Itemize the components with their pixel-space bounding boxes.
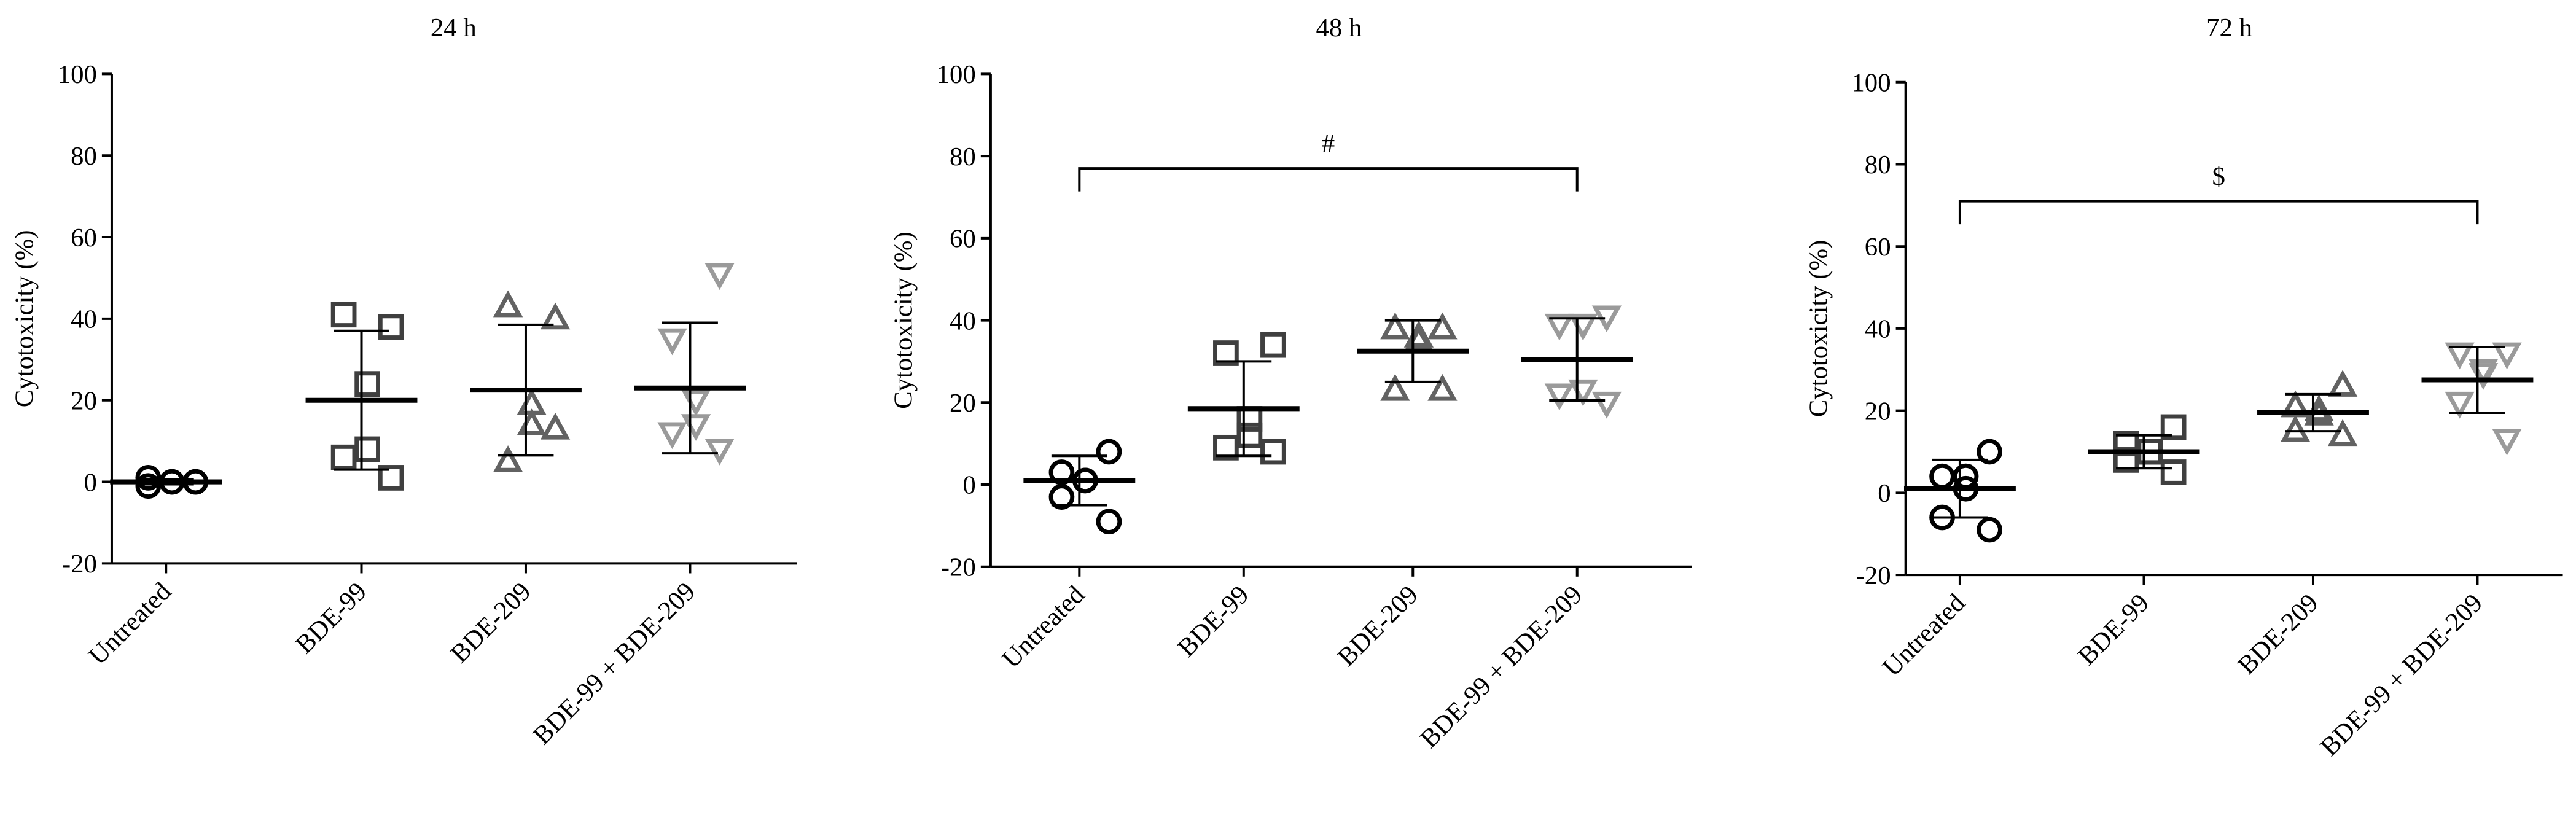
y-tick-label: -20: [62, 550, 97, 579]
x-tick-label: BDE-99: [1172, 580, 1254, 663]
data-point: [2327, 419, 2358, 447]
data-point: [493, 290, 523, 318]
data-point: [2492, 342, 2522, 370]
data-point: [681, 414, 711, 441]
data-point: [1977, 439, 2002, 465]
data-point: [1380, 312, 1410, 340]
data-point: [540, 302, 571, 330]
data-point: [517, 408, 547, 435]
data-point: [2445, 391, 2475, 419]
data-point: [2445, 342, 2475, 370]
y-tick-label: -20: [941, 553, 976, 582]
y-tick-label: 100: [58, 60, 97, 89]
data-point: [378, 465, 404, 491]
significance-bracket: [1078, 167, 1579, 192]
x-tick-label: Untreated: [997, 580, 1091, 674]
data-point: [330, 444, 357, 470]
x-tick-label: BDE-209: [2233, 588, 2324, 680]
y-tick-label: 100: [937, 60, 976, 89]
y-tick-label: 80: [1865, 150, 1891, 179]
y-tick-label: 20: [1865, 397, 1891, 426]
panel: 24 h Cytotoxicity (%) -20 0 20 40 60 80 100 Untre…: [10, 14, 797, 751]
data-point: [135, 465, 162, 491]
panel-title: 48 h: [1316, 14, 1362, 42]
panel-title: 24 h: [431, 14, 477, 42]
y-tick-label: 60: [950, 225, 976, 254]
significance-bracket: [1958, 200, 2479, 225]
data-point: [1380, 373, 1410, 401]
x-tick-label: BDE-99 + BDE-209: [528, 577, 701, 750]
data-point: [2280, 415, 2311, 442]
x-tick-label: Untreated: [83, 577, 177, 671]
x-tick-label: BDE-99: [2072, 588, 2155, 671]
y-tick-label: 40: [950, 306, 976, 335]
data-point: [1544, 313, 1575, 341]
data-point: [2492, 429, 2522, 456]
data-point: [1544, 383, 1575, 411]
data-point: [2160, 459, 2187, 485]
data-point: [1213, 434, 1239, 461]
y-tick-label: 80: [71, 142, 97, 171]
data-point: [540, 412, 571, 440]
data-point: [330, 302, 357, 328]
y-tick-label: 60: [71, 224, 97, 252]
data-point: [704, 439, 735, 466]
data-point: [493, 445, 523, 472]
data-point: [1213, 340, 1239, 366]
y-axis-label: Cytotoxicity (%): [10, 230, 39, 408]
significance-label: #: [1322, 129, 1335, 158]
x-tick-label: BDE-99 + BDE-209: [1415, 580, 1588, 754]
x-tick-label: BDE-99: [290, 577, 372, 659]
data-point: [1427, 312, 1458, 340]
data-point: [1568, 379, 1598, 407]
y-tick-label: 20: [71, 386, 97, 415]
data-point: [2160, 414, 2187, 440]
data-point: [657, 328, 687, 356]
y-tick-label: 60: [1865, 233, 1891, 262]
y-tick-label: 0: [84, 468, 96, 497]
data-point: [704, 263, 735, 291]
x-tick-label: Untreated: [1877, 588, 1971, 682]
data-point: [1048, 484, 1075, 510]
data-point: [681, 389, 711, 417]
data-point: [657, 422, 687, 450]
panel-title: 72 h: [2206, 14, 2252, 42]
significance-label: $: [2212, 162, 2225, 191]
y-tick-label: 40: [71, 305, 97, 334]
panel: 48 h Cytotoxicity (%) -20 0 20 40 60 80 100 Untre…: [889, 14, 1692, 754]
data-point: [1260, 439, 1286, 465]
y-tick-label: 80: [950, 142, 976, 171]
y-tick-label: 0: [1878, 479, 1891, 508]
data-point: [1591, 391, 1622, 419]
y-axis-label: Cytotoxicity (%): [889, 232, 918, 409]
y-axis-label: Cytotoxicity (%): [1804, 240, 1833, 418]
data-point: [378, 314, 404, 340]
data-point: [1427, 373, 1458, 401]
data-point: [354, 371, 380, 397]
y-tick-label: 20: [950, 389, 976, 418]
y-tick-label: 40: [1865, 315, 1891, 344]
data-point: [135, 473, 162, 499]
y-tick-label: 100: [1851, 68, 1891, 97]
x-tick-label: BDE-99 + BDE-209: [2315, 588, 2488, 762]
data-point: [1096, 439, 1122, 465]
data-point: [1096, 509, 1122, 535]
x-tick-label: BDE-209: [445, 577, 537, 668]
panel: 72 h Cytotoxicity (%) -20 0 20 40 60 80 100 Untre…: [1804, 14, 2563, 762]
y-tick-label: 0: [962, 471, 975, 500]
y-tick-label: -20: [1856, 561, 1891, 590]
data-point: [1236, 422, 1263, 448]
data-point: [1977, 517, 2002, 543]
data-point: [2327, 370, 2358, 397]
data-point: [2468, 363, 2499, 390]
data-point: [354, 436, 380, 462]
data-point: [1929, 463, 1955, 490]
x-tick-label: BDE-209: [1332, 580, 1424, 672]
data-point: [1260, 332, 1286, 358]
